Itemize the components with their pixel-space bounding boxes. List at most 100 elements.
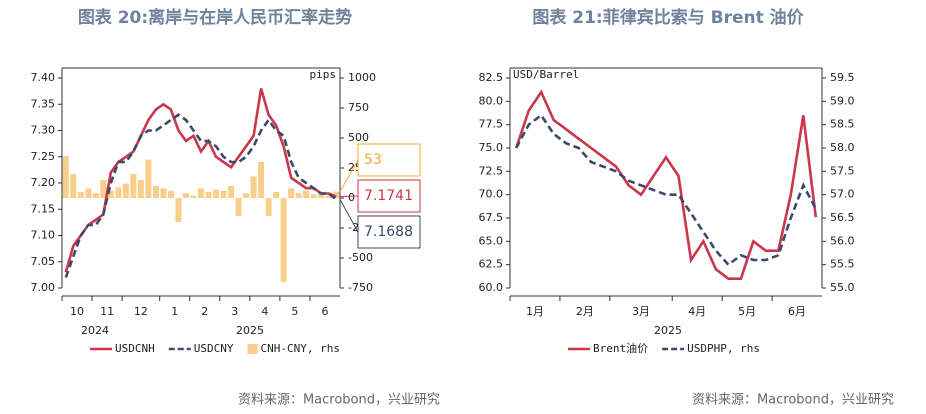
bar (197, 188, 205, 198)
bar (295, 193, 302, 198)
legend-label: USDCNH (115, 342, 155, 355)
chart-title: 图表 20:离岸与在岸人民币汇率走势 (78, 7, 352, 28)
bar (220, 190, 227, 198)
bar (107, 190, 114, 198)
bar (333, 191, 340, 198)
x-tick-label: 11 (100, 305, 114, 318)
legend-swatch (247, 344, 258, 354)
bar (100, 180, 107, 198)
y2-tick-label: 56.5 (830, 211, 855, 224)
x-group-label: 2025 (236, 324, 264, 337)
series-line (515, 113, 817, 267)
bar (70, 174, 77, 198)
y2-tick-label: 750 (348, 101, 369, 114)
source: 资料来源：Macrobond，兴业研究 (238, 393, 440, 408)
y-tick-label: 7.30 (31, 124, 56, 137)
y-tick-label: 70.0 (479, 188, 504, 201)
bar (243, 193, 250, 198)
y2-tick-label: 55.5 (830, 258, 855, 271)
bar (280, 198, 287, 282)
legend-label: Brent油价 (593, 341, 648, 355)
y2-tick-label: 1000 (348, 71, 376, 84)
x-tick-label: 12 (134, 305, 148, 318)
y-tick-label: 7.15 (31, 202, 56, 215)
callout-label: 7.1741 (364, 188, 413, 204)
x-tick-label: 1月 (526, 305, 544, 318)
bar (310, 194, 317, 198)
x-tick-label: 10 (70, 305, 84, 318)
bar (318, 193, 325, 198)
bar (167, 190, 174, 198)
bar (288, 188, 295, 198)
callout-label: 53 (364, 152, 382, 168)
series-line (64, 113, 338, 278)
y-tick-label: 7.00 (31, 281, 56, 294)
bar (205, 192, 212, 198)
bar (115, 187, 122, 198)
source: 资料来源：Macrobond，兴业研究 (692, 393, 894, 408)
x-tick-label: 1 (171, 305, 178, 318)
bar (265, 198, 272, 216)
y2-tick-label: 57.0 (830, 188, 855, 201)
callout-box (357, 179, 421, 213)
y2-tick-label: 58.5 (830, 118, 855, 131)
bar (152, 186, 159, 198)
bar (175, 198, 182, 222)
bar (77, 192, 84, 198)
x-tick-label: 2月 (576, 305, 594, 318)
bar (137, 180, 144, 198)
y-tick-label: 62.5 (479, 258, 504, 271)
series-line (514, 89, 818, 280)
callout-box (357, 215, 421, 249)
callout-label: 7.1688 (364, 224, 413, 240)
y2-axis-label: pips (310, 68, 337, 81)
y2-tick-label: -750 (348, 281, 373, 294)
bar (145, 159, 152, 198)
y-tick-label: 82.5 (479, 71, 504, 84)
y-tick-label: 75.0 (479, 141, 504, 154)
legend-label: USDPHP, rhs (687, 342, 760, 355)
y2-tick-label: 58.0 (830, 141, 855, 154)
bar (213, 189, 220, 198)
y-tick-label: 67.5 (479, 211, 504, 224)
bar (325, 195, 332, 198)
bar (258, 162, 265, 198)
bar (235, 198, 242, 216)
y2-tick-label: 500 (348, 131, 369, 144)
callout-line (339, 199, 359, 233)
x-tick-label: 2 (201, 305, 208, 318)
x-tick-label: 3月 (632, 305, 650, 318)
x-tick-label: 4月 (688, 305, 706, 318)
y-tick-label: 7.20 (31, 176, 56, 189)
y-tick-label: 80.0 (479, 94, 504, 107)
bar (303, 190, 310, 198)
x-group-label: 2025 (654, 324, 682, 337)
legend-label: CNH-CNY, rhs (261, 342, 340, 355)
y-tick-label: 7.40 (31, 71, 56, 84)
y-tick-label: 7.35 (31, 97, 56, 110)
callout-line (339, 195, 359, 198)
x-tick-label: 5月 (738, 305, 756, 318)
bar (92, 193, 99, 198)
x-tick-label: 5 (291, 305, 298, 318)
y2-tick-label: -500 (348, 251, 373, 264)
bar (160, 188, 167, 198)
y-tick-label: 7.05 (31, 255, 56, 268)
y2-tick-label: 59.0 (830, 94, 855, 107)
bar (85, 188, 92, 198)
x-tick-label: 6 (321, 305, 328, 318)
y2-tick-label: 59.5 (830, 71, 855, 84)
x-group-label: 2024 (81, 324, 109, 337)
chart-title: 图表 21:菲律宾比索与 Brent 油价 (532, 7, 804, 28)
y-tick-label: 7.10 (31, 229, 56, 242)
y2-tick-label: 0 (348, 191, 355, 204)
y-axis-label: USD/Barrel (513, 68, 579, 81)
x-tick-label: 6月 (788, 305, 806, 318)
y-tick-label: 77.5 (479, 118, 504, 131)
series-line (64, 88, 337, 273)
callout-box (357, 143, 421, 177)
bar (250, 176, 257, 198)
y2-tick-label: 57.5 (830, 164, 855, 177)
legend-label: USDCNY (194, 342, 234, 355)
